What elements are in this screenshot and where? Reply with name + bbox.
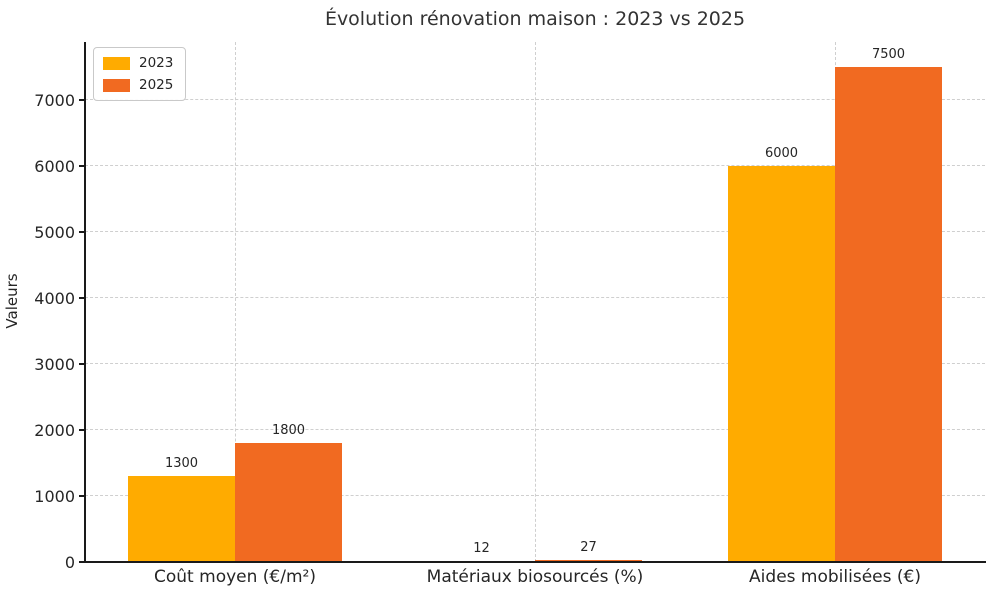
legend-label-2023: 2023 xyxy=(139,55,174,71)
gridline-v xyxy=(535,42,536,562)
bar-value-label: 1800 xyxy=(271,423,306,439)
y-tick-mark xyxy=(79,230,85,233)
bar-value-label: 27 xyxy=(580,540,597,556)
y-tick-mark xyxy=(79,362,85,365)
y-tick-mark xyxy=(79,296,85,299)
bar-value-label: 7500 xyxy=(871,46,906,62)
gridline-v xyxy=(235,42,236,562)
legend-entry-2023: 2023 xyxy=(103,55,173,71)
legend: 2023 2025 xyxy=(93,47,187,101)
bar-2023-cat0 xyxy=(128,476,235,562)
y-tick-mark xyxy=(79,98,85,101)
y-tick-label: 6000 xyxy=(34,156,75,176)
bar-2025-cat2 xyxy=(835,66,942,562)
bar-2023-cat2 xyxy=(728,165,835,562)
y-tick-mark xyxy=(79,164,85,167)
legend-swatch-2025 xyxy=(103,78,130,92)
y-tick-label: 1000 xyxy=(34,486,75,506)
legend-label-2025: 2025 xyxy=(139,77,174,93)
x-tick-label: Matériaux biosourcés (%) xyxy=(426,567,644,587)
legend-swatch-2023 xyxy=(103,56,130,70)
x-tick-label: Aides mobilisées (€) xyxy=(749,567,921,587)
chart-title: Évolution rénovation maison : 2023 vs 20… xyxy=(324,8,746,30)
bar-value-label: 6000 xyxy=(764,145,799,161)
bar-value-label: 1300 xyxy=(164,456,199,472)
y-tick-mark xyxy=(79,428,85,431)
y-tick-label: 0 xyxy=(64,553,75,572)
bar-2025-cat0 xyxy=(235,443,342,562)
y-tick-label: 3000 xyxy=(34,354,75,374)
x-tick-label: Coût moyen (€/m²) xyxy=(154,567,316,587)
y-axis-spine xyxy=(84,42,86,563)
bar-value-label: 12 xyxy=(473,541,490,556)
y-tick-mark xyxy=(79,494,85,497)
legend-entry-2025: 2025 xyxy=(103,77,173,93)
y-tick-mark xyxy=(79,561,85,563)
y-tick-label: 5000 xyxy=(34,222,75,242)
y-tick-label: 7000 xyxy=(34,90,75,110)
y-tick-label: 4000 xyxy=(34,288,75,308)
y-tick-label: 2000 xyxy=(34,420,75,440)
x-axis-spine xyxy=(84,561,986,563)
plot-area: 2023 2025 1300 1800 12 27 6000 7500 xyxy=(85,42,985,562)
